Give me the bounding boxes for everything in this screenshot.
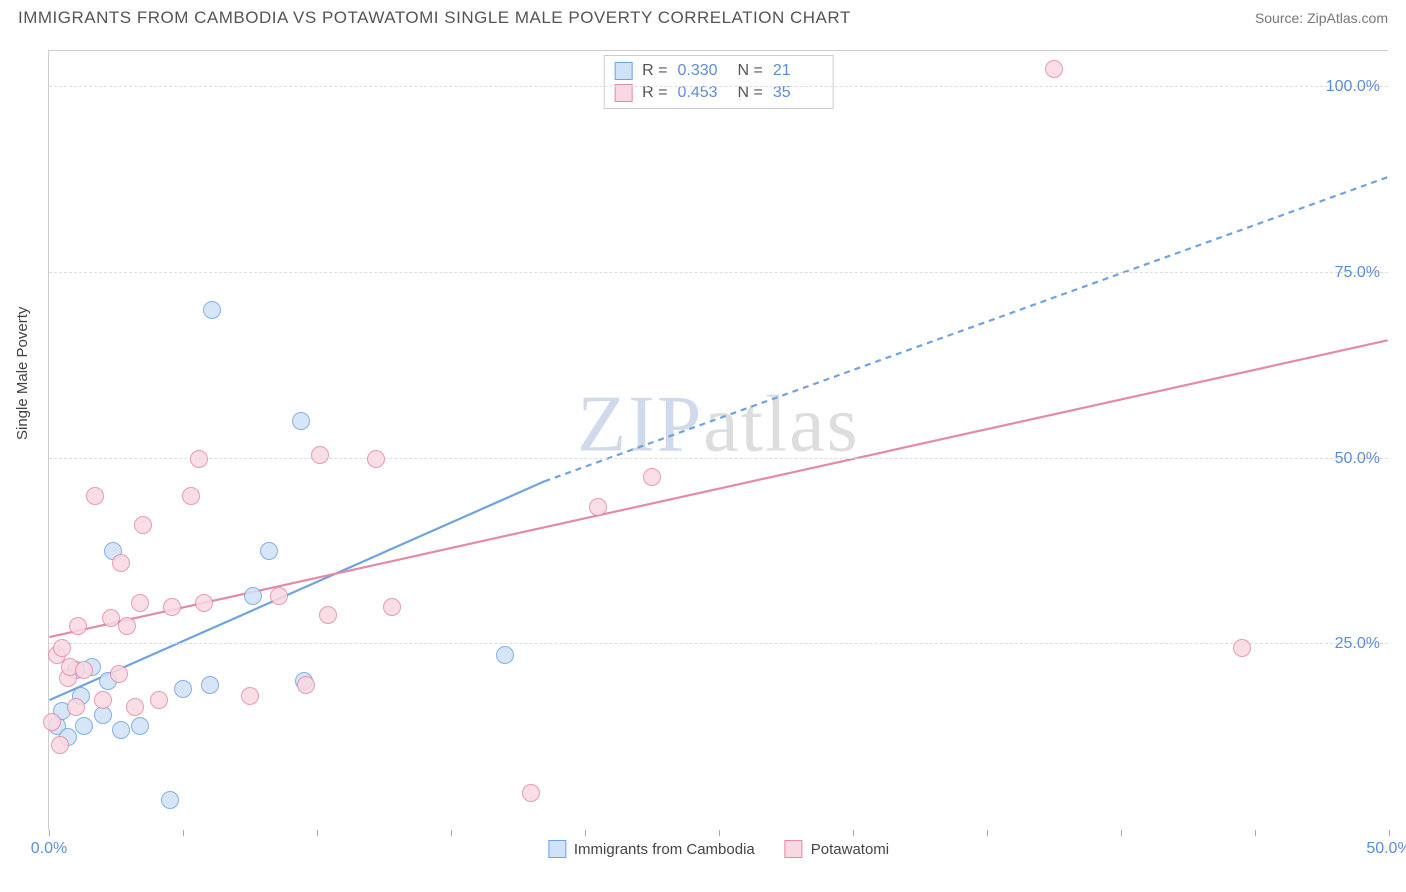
data-point — [75, 717, 93, 735]
data-point — [161, 791, 179, 809]
data-point — [43, 713, 61, 731]
y-tick-label: 50.0% — [1335, 450, 1380, 468]
legend-series-name: Immigrants from Cambodia — [574, 841, 755, 858]
data-point — [75, 661, 93, 679]
data-point — [86, 487, 104, 505]
x-tick — [585, 830, 586, 836]
legend-n-label: N = — [738, 62, 763, 80]
data-point — [150, 691, 168, 709]
data-point — [201, 676, 219, 694]
data-point — [203, 301, 221, 319]
chart-source: Source: ZipAtlas.com — [1255, 10, 1388, 26]
data-point — [522, 784, 540, 802]
data-point — [174, 680, 192, 698]
data-point — [195, 594, 213, 612]
x-tick — [853, 830, 854, 836]
x-tick — [719, 830, 720, 836]
data-point — [182, 487, 200, 505]
data-point — [643, 468, 661, 486]
x-tick — [451, 830, 452, 836]
legend-n-value: 21 — [773, 62, 823, 80]
x-tick-label: 0.0% — [31, 840, 67, 858]
data-point — [1233, 639, 1251, 657]
gridline — [49, 458, 1388, 459]
data-point — [297, 676, 315, 694]
data-point — [118, 617, 136, 635]
x-tick — [1389, 830, 1390, 836]
x-tick — [183, 830, 184, 836]
x-tick — [317, 830, 318, 836]
data-point — [241, 687, 259, 705]
legend-stats: R = 0.330 N = 21 R = 0.453 N = 35 — [603, 55, 834, 109]
data-point — [94, 691, 112, 709]
data-point — [589, 498, 607, 516]
data-point — [244, 587, 262, 605]
legend-swatch-icon — [548, 840, 566, 858]
legend-series: Immigrants from Cambodia Potawatomi — [548, 840, 889, 858]
data-point — [110, 665, 128, 683]
y-tick-label: 75.0% — [1335, 264, 1380, 282]
data-point — [131, 717, 149, 735]
scatter-chart: ZIPatlas R = 0.330 N = 21 R = 0.453 N = … — [48, 50, 1388, 830]
chart-title: IMMIGRANTS FROM CAMBODIA VS POTAWATOMI S… — [18, 8, 851, 28]
legend-r-value: 0.330 — [678, 62, 728, 80]
data-point — [292, 412, 310, 430]
legend-swatch-icon — [614, 62, 632, 80]
x-tick-label: 50.0% — [1366, 840, 1406, 858]
data-point — [67, 698, 85, 716]
x-tick — [1121, 830, 1122, 836]
legend-r-label: R = — [642, 62, 667, 80]
data-point — [496, 646, 514, 664]
data-point — [163, 598, 181, 616]
data-point — [367, 450, 385, 468]
legend-item-series1: Immigrants from Cambodia — [548, 840, 755, 858]
data-point — [53, 639, 71, 657]
gridline — [49, 272, 1388, 273]
y-axis-label: Single Male Poverty — [14, 307, 31, 440]
gridline — [49, 86, 1388, 87]
data-point — [1045, 60, 1063, 78]
data-point — [51, 736, 69, 754]
x-tick — [987, 830, 988, 836]
data-point — [134, 516, 152, 534]
data-point — [383, 598, 401, 616]
data-point — [112, 554, 130, 572]
legend-row-series1: R = 0.330 N = 21 — [614, 60, 823, 82]
x-tick — [1255, 830, 1256, 836]
legend-series-name: Potawatomi — [811, 841, 889, 858]
data-point — [319, 606, 337, 624]
data-point — [270, 587, 288, 605]
data-point — [131, 594, 149, 612]
x-tick — [49, 830, 50, 836]
chart-header: IMMIGRANTS FROM CAMBODIA VS POTAWATOMI S… — [0, 0, 1406, 32]
gridline — [49, 643, 1388, 644]
data-point — [69, 617, 87, 635]
y-tick-label: 100.0% — [1326, 78, 1380, 96]
data-point — [112, 721, 130, 739]
data-point — [311, 446, 329, 464]
data-point — [126, 698, 144, 716]
legend-item-series2: Potawatomi — [785, 840, 889, 858]
y-tick-label: 25.0% — [1335, 635, 1380, 653]
data-point — [260, 542, 278, 560]
legend-swatch-icon — [785, 840, 803, 858]
data-point — [190, 450, 208, 468]
trend-lines — [49, 51, 1388, 830]
